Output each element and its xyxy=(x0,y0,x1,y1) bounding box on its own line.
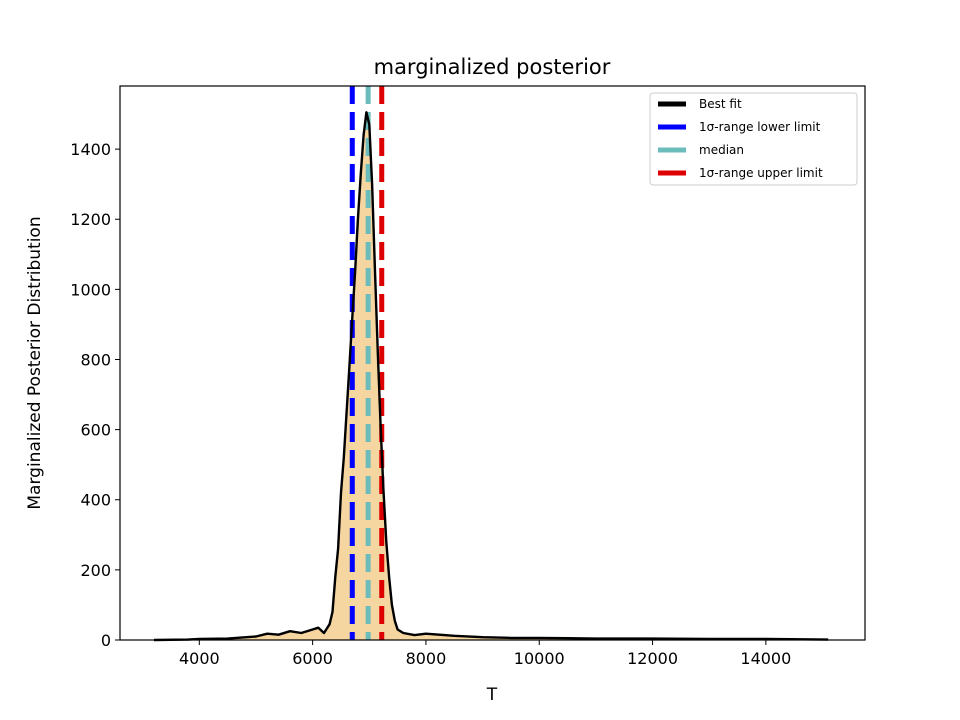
x-tick-label: 8000 xyxy=(406,649,447,668)
axes-frame xyxy=(119,85,866,641)
legend-frame xyxy=(649,92,858,186)
series-line-best-fit xyxy=(153,111,829,642)
x-tick-label: 4000 xyxy=(179,649,220,668)
plot-area xyxy=(119,85,866,642)
x-tick-label: 14000 xyxy=(740,649,791,668)
legend-label: Best fit xyxy=(699,97,742,111)
x-tick-label: 12000 xyxy=(627,649,678,668)
legend-label: 1σ-range upper limit xyxy=(699,166,823,180)
x-axis-ticks: 4000 6000 8000 10000 12000 14000 xyxy=(179,640,791,668)
x-axis-title: T xyxy=(486,685,498,705)
x-tick-label: 6000 xyxy=(292,649,333,668)
y-tick-label: 400 xyxy=(80,491,111,510)
legend: Best fit 1σ-range lower limit median 1σ-ran… xyxy=(649,92,858,186)
y-axis-ticks: 0 200 400 600 800 1000 1200 1400 xyxy=(70,140,120,650)
legend-label: 1σ-range lower limit xyxy=(699,120,821,134)
y-tick-label: 1200 xyxy=(70,210,111,229)
y-tick-label: 600 xyxy=(80,421,111,440)
x-tick-label: 10000 xyxy=(514,649,565,668)
legend-label: median xyxy=(699,143,744,157)
y-tick-label: 800 xyxy=(80,350,111,369)
y-tick-label: 1000 xyxy=(70,280,111,299)
y-axis-title: Marginalized Posterior Distribution xyxy=(25,216,45,509)
y-tick-label: 0 xyxy=(101,631,111,650)
y-tick-label: 200 xyxy=(80,561,111,580)
y-tick-label: 1400 xyxy=(70,140,111,159)
reference-lines xyxy=(349,86,385,640)
chart-title: marginalized posterior xyxy=(374,55,611,79)
legend-items: Best fit 1σ-range lower limit median 1σ-ran… xyxy=(658,97,823,180)
